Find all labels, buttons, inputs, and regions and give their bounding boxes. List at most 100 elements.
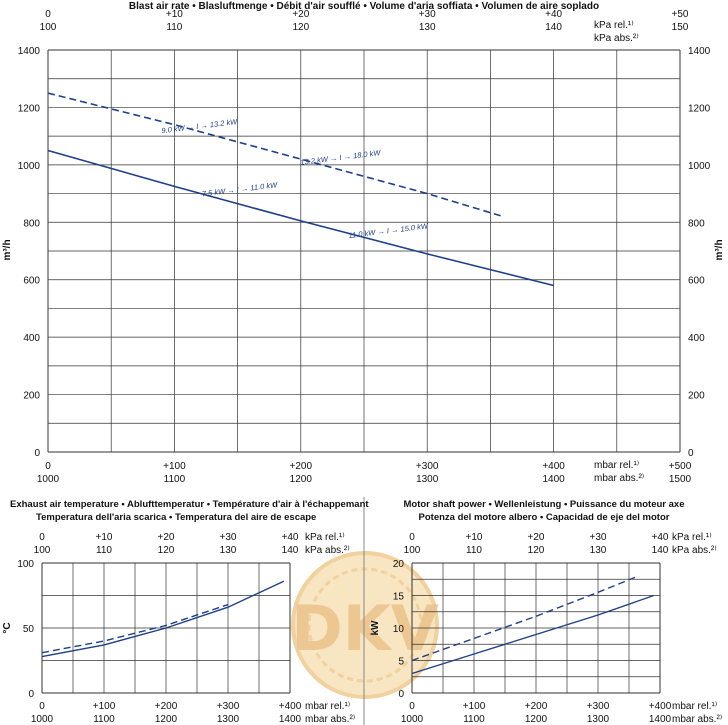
power-chart-title-1: Motor shaft power • Wellenleistung • Pui…: [404, 499, 685, 510]
top-tick-label-rel: +40: [545, 9, 562, 20]
x-tick-label-rel: +500: [669, 461, 692, 472]
top-tick-label-rel: 0: [45, 9, 51, 20]
power-chart-series: [411, 576, 655, 675]
top-tick-label-abs: 110: [466, 545, 482, 556]
y-tick-label-left: 20: [393, 559, 405, 570]
x-tick-label-rel: 0: [409, 701, 415, 712]
top-tick-label-rel: +20: [292, 9, 309, 20]
x-tick-label-abs: 1100: [93, 714, 115, 725]
x-tick-label-rel: +100: [93, 701, 116, 712]
series-line-solid: [411, 594, 655, 675]
top-tick-label-rel: +10: [96, 532, 113, 543]
watermark-logo: DKV: [291, 551, 439, 699]
exhaust-chart-series: [41, 580, 285, 658]
top-tick-label-abs: 110: [96, 545, 112, 556]
x-tick-label-rel: 0: [45, 461, 51, 472]
x-tick-label-rel: +200: [290, 461, 313, 472]
top-tick-label-abs: 120: [158, 545, 175, 556]
x-tick-label-rel: 0: [39, 701, 45, 712]
x-tick-label-abs: 1000: [37, 474, 60, 485]
x-tick-label-rel: +400: [649, 701, 672, 712]
power-chart-title-2: Potenza del motore albero • Capacidad de…: [419, 512, 670, 523]
x-tick-label-abs: 1400: [279, 714, 302, 725]
top-tick-label-rel: +10: [466, 532, 483, 543]
y-tick-label-right: 600: [688, 276, 705, 287]
x-tick-label-rel: +200: [155, 701, 178, 712]
series-line-solid: [41, 580, 285, 658]
x-tick-label-rel: +400: [542, 461, 565, 472]
x-tick-label-rel: +300: [416, 461, 439, 472]
x-tick-label-rel: +200: [525, 701, 548, 712]
y-tick-label-right: 800: [688, 218, 705, 229]
top-kpa-rel-label: kPa rel.¹⁾: [594, 20, 634, 31]
top-tick-label-abs: 100: [40, 22, 57, 33]
y-tick-label-left: 1000: [18, 161, 41, 172]
exhaust-chart-title-2: Temperatura dell'aria scarica • Temperat…: [36, 512, 316, 523]
top-tick-label-abs: 130: [419, 22, 436, 33]
x-tick-label-abs: 1200: [290, 474, 313, 485]
top-tick-label-rel: +30: [590, 532, 607, 543]
y-tick-label-left: 5: [398, 657, 404, 668]
y-tick-label-left: 50: [23, 624, 35, 635]
top-tick-label-abs: 150: [672, 22, 689, 33]
power-ylabel: kW: [370, 620, 381, 636]
x-tick-label-abs: 1300: [416, 474, 439, 485]
x-tick-label-abs: 1300: [217, 714, 240, 725]
top-tick-label-rel: +50: [672, 9, 689, 20]
y-tick-label-left: 600: [23, 276, 40, 287]
x-tick-label-abs: 1100: [164, 474, 186, 485]
top-tick-label-abs: 140: [652, 545, 669, 556]
top-chart-plot: 9.0 kW → I → 13.2 kW 13.2 kW → I → 18.0 k…: [18, 9, 711, 485]
exhaust-mbar-abs-label: mbar abs.²⁾: [305, 714, 355, 725]
top-ylabel-right: m³/h: [714, 239, 725, 260]
y-tick-label-right: 1400: [688, 46, 711, 57]
top-tick-label-rel: +10: [166, 9, 183, 20]
annotation-label: 11.0 kW → I → 15.0 kW: [348, 221, 429, 240]
top-chart-grid: [47, 49, 681, 453]
series-line-solid: [47, 149, 554, 287]
power-mbar-abs-label: mbar abs.²⁾: [672, 714, 722, 725]
y-tick-label-left: 15: [393, 592, 405, 603]
power-kpa-rel-label: kPa rel.¹⁾: [672, 532, 712, 543]
y-tick-label-right: 400: [688, 333, 705, 344]
top-tick-label-abs: 120: [528, 545, 545, 556]
y-tick-label-left: 800: [23, 218, 40, 229]
y-tick-label-left: 100: [17, 559, 34, 570]
power-mbar-rel-label: mbar rel.¹⁾: [672, 701, 717, 712]
x-tick-label-abs: 1000: [401, 714, 424, 725]
watermark-text: DKV: [291, 592, 439, 665]
top-tick-label-abs: 130: [220, 545, 237, 556]
top-mbar-abs-label: mbar abs.²⁾: [594, 473, 644, 484]
y-tick-label-right: 0: [688, 448, 694, 459]
x-tick-label-abs: 1400: [649, 714, 672, 725]
annotation-label: 9.0 kW → I → 13.2 kW: [161, 117, 239, 135]
top-tick-label-rel: +40: [652, 532, 669, 543]
exhaust-kpa-rel-label: kPa rel.¹⁾: [305, 532, 345, 543]
top-tick-label-rel: 0: [39, 532, 45, 543]
x-tick-label-rel: +400: [279, 701, 302, 712]
y-tick-label-left: 0: [398, 689, 404, 700]
top-chart-title: Blast air rate • Blasluftmenge • Débit d…: [129, 1, 599, 12]
exhaust-kpa-abs-label: kPa abs.²⁾: [305, 545, 350, 556]
x-tick-label-abs: 1200: [525, 714, 548, 725]
exhaust-mbar-rel-label: mbar rel.¹⁾: [305, 701, 350, 712]
top-tick-label-rel: +20: [158, 532, 175, 543]
top-ylabel-left: m³/h: [2, 239, 13, 260]
y-tick-label-right: 200: [688, 391, 705, 402]
top-tick-label-abs: 140: [282, 545, 299, 556]
y-tick-label-right: 1200: [688, 103, 711, 114]
x-tick-label-rel: +100: [163, 461, 186, 472]
top-tick-label-abs: 140: [545, 22, 562, 33]
x-tick-label-rel: +300: [587, 701, 610, 712]
y-tick-label-right: 1000: [688, 161, 711, 172]
power-kpa-abs-label: kPa abs.²⁾: [672, 545, 717, 556]
top-tick-label-rel: +30: [220, 532, 237, 543]
top-tick-label-abs: 120: [292, 22, 309, 33]
y-tick-label-left: 0: [28, 689, 34, 700]
top-tick-label-abs: 100: [404, 545, 421, 556]
y-tick-label-left: 200: [23, 391, 40, 402]
